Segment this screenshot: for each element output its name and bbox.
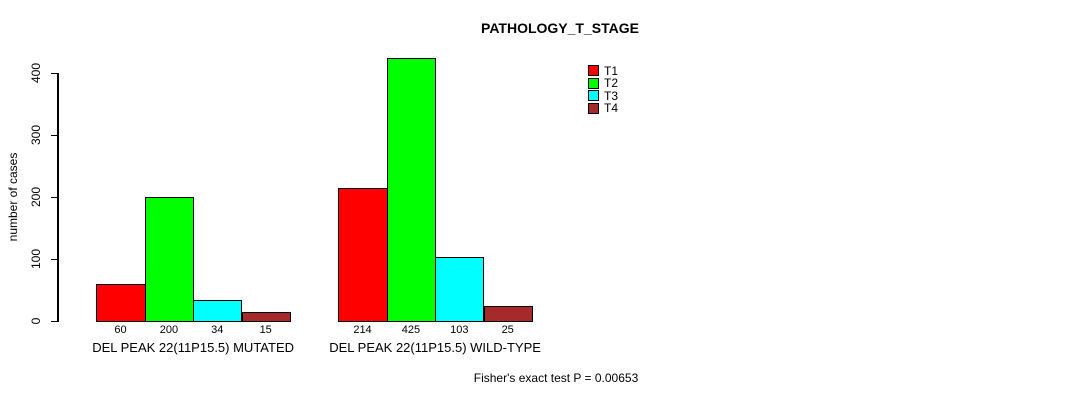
legend-item-t1: T1 [588, 65, 618, 77]
y-tick [51, 197, 57, 198]
y-axis-label: number of cases [6, 152, 20, 242]
y-tick [51, 73, 57, 74]
bar-t2-group1 [144, 197, 195, 322]
legend-swatch-t4 [588, 102, 599, 114]
legend-item-t2: T2 [588, 77, 618, 89]
group-label: DEL PEAK 22(11P15.5) WILD-TYPE [329, 340, 541, 355]
bar-value-label: 103 [450, 324, 469, 336]
bar-value-label: 214 [353, 324, 372, 336]
y-axis-line [57, 73, 59, 322]
bar-value-label: 60 [114, 324, 127, 336]
legend-label: T3 [604, 88, 619, 103]
bar-t4-group2 [483, 305, 533, 322]
bar-t1-group2 [338, 188, 388, 322]
y-tick [51, 135, 57, 136]
annotation-text: Fisher's exact test P = 0.00653 [473, 371, 639, 385]
legend-swatch-t1 [588, 65, 599, 76]
bar-value-label: 15 [259, 324, 272, 336]
bar-t1-group1 [96, 283, 146, 322]
legend-swatch-t3 [588, 90, 599, 102]
y-tick-label: 400 [29, 62, 43, 84]
legend-item-t4: T4 [588, 102, 618, 114]
y-tick-label: 200 [29, 186, 43, 208]
legend-swatch-t2 [588, 77, 599, 89]
y-tick-label: 300 [29, 124, 43, 146]
bar-value-label: 200 [159, 324, 179, 336]
y-tick [51, 259, 57, 260]
bar-value-label: 34 [211, 324, 224, 336]
y-tick [51, 321, 57, 322]
y-tick-label: 0 [29, 317, 43, 325]
chart-title: PATHOLOGY_T_STAGE [481, 20, 639, 36]
legend-label: T1 [604, 63, 619, 78]
legend-label: T4 [604, 101, 619, 116]
bar-value-label: 25 [501, 324, 514, 336]
bar-t2-group2 [386, 57, 437, 322]
bar-t3-group2 [435, 257, 485, 322]
y-tick-label: 100 [29, 248, 43, 270]
bar-t3-group1 [193, 299, 243, 322]
bar-value-label: 425 [401, 324, 421, 336]
group-label: DEL PEAK 22(11P15.5) MUTATED [92, 340, 294, 355]
legend-item-t3: T3 [588, 90, 618, 102]
bar-t4-group1 [241, 311, 291, 322]
legend-label: T2 [604, 76, 619, 91]
